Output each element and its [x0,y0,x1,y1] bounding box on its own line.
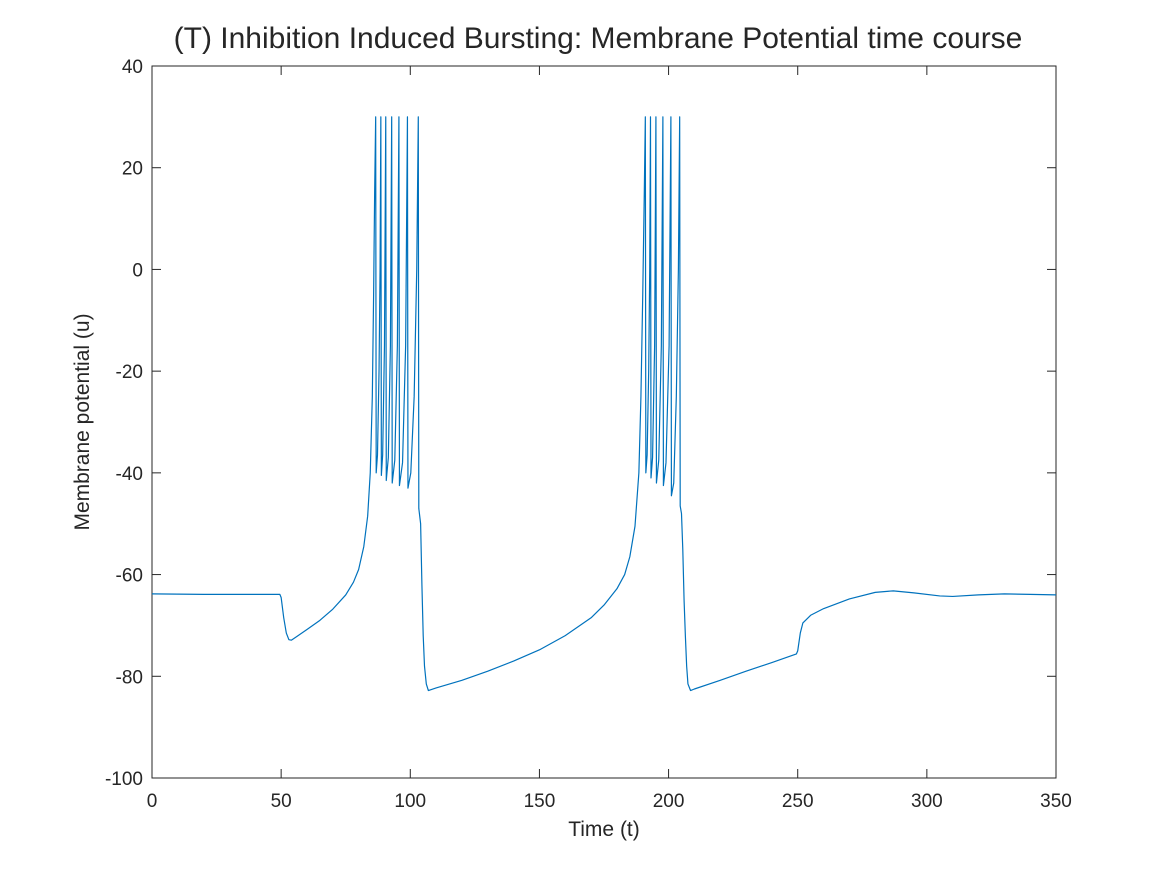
x-axis-label: Time (t) [568,818,640,841]
y-tick-label: -20 [116,362,143,383]
y-tick-label: -80 [116,667,143,688]
x-tick-label: 300 [911,791,943,812]
y-tick-label: -100 [105,769,143,790]
x-tick-label: 50 [271,791,292,812]
y-tick-label: 20 [122,159,143,180]
x-tick-label: 0 [147,791,158,812]
y-axis-label: Membrane potential (u) [71,313,94,530]
x-tick-label: 150 [524,791,556,812]
series-line-membrane-potential [151,116,1057,692]
x-tick-label: 350 [1040,791,1072,812]
x-tick-label: 250 [782,791,814,812]
x-tick-label: 100 [394,791,426,812]
x-tick-label: 200 [653,791,685,812]
chart-title: (T) Inhibition Induced Bursting: Membran… [174,22,1023,55]
y-tick-label: -40 [116,464,143,485]
plot-area: 0 50 100 150 200 250 300 350 -100 -80 -60 -40 -20 0 20… [105,57,1072,812]
y-tick-label: 0 [132,260,143,281]
y-tick-label: -60 [116,566,143,587]
y-tick-label: 40 [122,57,143,78]
axes-box [151,65,1057,779]
